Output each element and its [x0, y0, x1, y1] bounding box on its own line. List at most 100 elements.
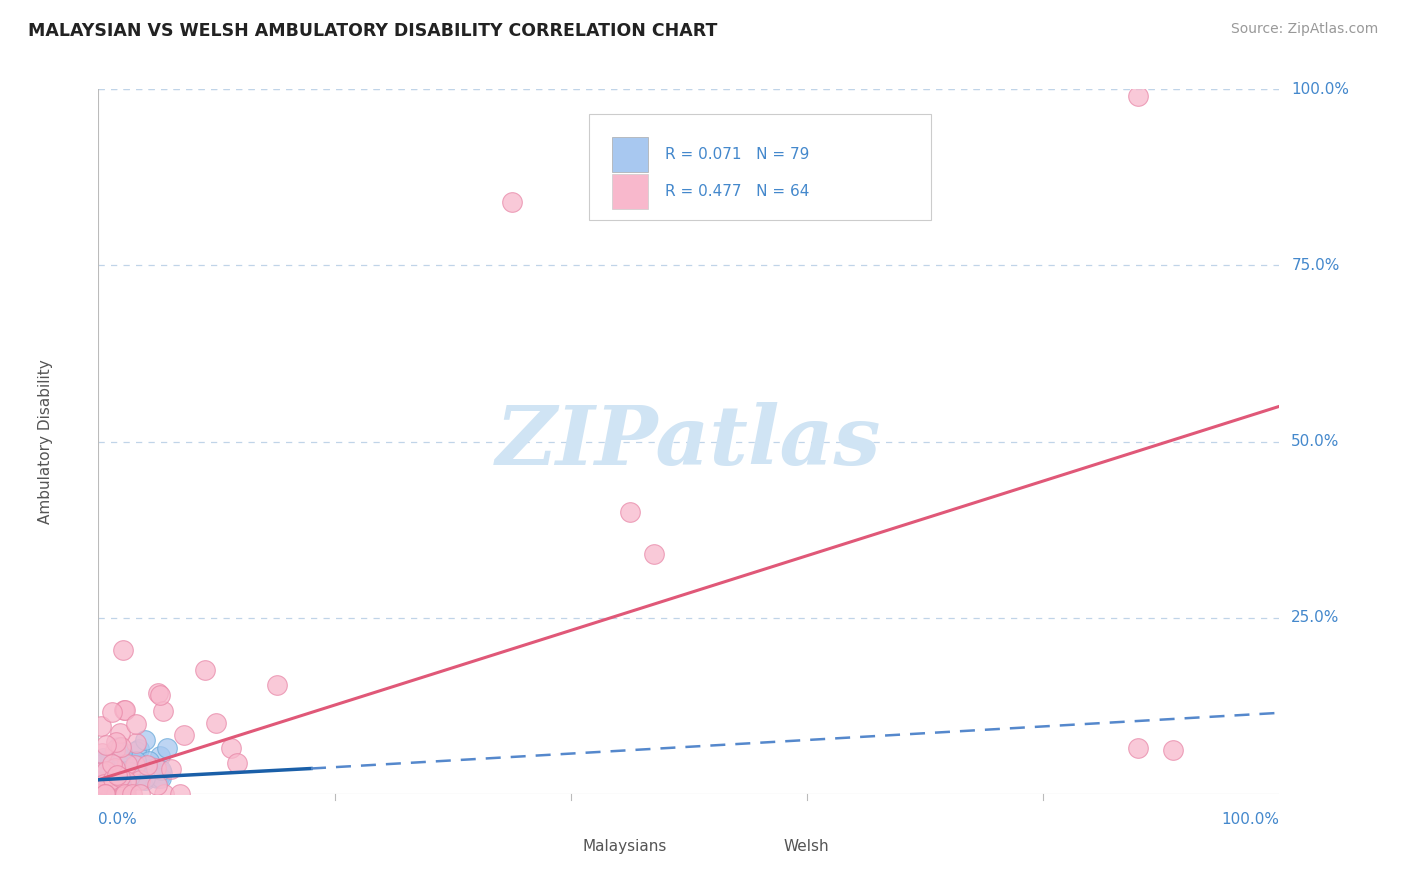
Point: [120, 774, 142, 789]
Point: [101, 772, 124, 787]
Point: [125, 744, 148, 758]
Point: [111, 773, 134, 788]
Text: 100.0%: 100.0%: [1291, 82, 1350, 96]
Text: 100.0%: 100.0%: [1222, 812, 1279, 827]
Point: [150, 766, 173, 780]
Point: [101, 768, 124, 782]
Text: Welsh: Welsh: [783, 839, 830, 855]
Point: [104, 775, 127, 789]
Point: [118, 770, 141, 784]
Point: [96, 774, 118, 789]
Point: [134, 760, 156, 774]
Point: [114, 762, 136, 776]
Text: Source: ZipAtlas.com: Source: ZipAtlas.com: [1230, 22, 1378, 37]
Point: [112, 787, 135, 801]
Point: [619, 505, 641, 519]
Point: [107, 739, 129, 754]
Point: [94, 739, 117, 753]
Point: [124, 772, 146, 786]
Point: [112, 774, 135, 789]
Point: [129, 758, 152, 772]
Point: [89, 755, 111, 769]
Point: [107, 756, 129, 771]
Point: [146, 771, 169, 785]
Point: [266, 678, 288, 692]
Point: [156, 741, 179, 756]
Point: [226, 756, 249, 770]
Point: [98, 766, 121, 780]
Point: [90, 747, 112, 761]
Point: [104, 743, 127, 757]
Point: [108, 784, 131, 798]
Point: [136, 757, 159, 772]
Point: [105, 768, 128, 782]
Point: [100, 778, 122, 792]
Bar: [612, 137, 648, 172]
Point: [96, 787, 118, 801]
Point: [105, 764, 128, 779]
Point: [105, 787, 128, 801]
Point: [94, 773, 117, 788]
Point: [112, 753, 135, 767]
Point: [1126, 741, 1149, 756]
Point: [107, 769, 129, 783]
Point: [108, 770, 131, 784]
Text: ZIPatlas: ZIPatlas: [496, 401, 882, 482]
Point: [93, 777, 115, 791]
Point: [124, 767, 146, 781]
Point: [149, 749, 172, 764]
Point: [107, 777, 129, 791]
Point: [115, 764, 138, 778]
Text: MALAYSIAN VS WELSH AMBULATORY DISABILITY CORRELATION CHART: MALAYSIAN VS WELSH AMBULATORY DISABILITY…: [28, 22, 717, 40]
Point: [96, 754, 118, 768]
Point: [124, 772, 146, 786]
Text: R = 0.071   N = 79: R = 0.071 N = 79: [665, 147, 810, 162]
Bar: [536, 832, 571, 864]
Point: [124, 772, 146, 786]
Point: [103, 778, 125, 792]
Point: [101, 705, 124, 719]
Point: [138, 755, 160, 769]
Point: [121, 757, 143, 772]
Point: [153, 787, 176, 801]
Point: [125, 717, 148, 731]
Point: [124, 754, 146, 768]
Point: [146, 685, 169, 699]
Point: [104, 772, 127, 786]
Point: [108, 751, 131, 765]
Point: [105, 787, 128, 801]
Point: [114, 773, 136, 788]
Point: [98, 752, 121, 766]
Point: [115, 787, 138, 801]
Point: [146, 779, 169, 793]
Point: [121, 772, 143, 786]
Point: [115, 756, 138, 771]
Point: [107, 772, 129, 787]
Point: [152, 704, 174, 718]
Point: [134, 733, 156, 747]
Text: R = 0.477   N = 64: R = 0.477 N = 64: [665, 184, 810, 199]
Point: [134, 773, 156, 788]
Point: [104, 735, 127, 749]
Point: [132, 764, 155, 778]
Point: [138, 762, 160, 776]
Point: [128, 742, 150, 756]
Point: [90, 787, 112, 801]
Point: [219, 741, 242, 756]
Point: [643, 547, 665, 561]
Point: [110, 754, 132, 768]
Point: [139, 758, 162, 772]
Point: [94, 787, 117, 801]
Point: [134, 772, 156, 786]
Point: [93, 772, 115, 787]
Text: Ambulatory Disability: Ambulatory Disability: [38, 359, 53, 524]
Point: [114, 703, 136, 717]
Point: [128, 767, 150, 781]
Point: [112, 703, 135, 717]
Text: Malaysians: Malaysians: [582, 839, 666, 855]
Point: [169, 787, 191, 801]
Point: [93, 756, 115, 771]
Point: [150, 764, 173, 778]
Point: [103, 787, 125, 801]
Point: [114, 774, 136, 789]
